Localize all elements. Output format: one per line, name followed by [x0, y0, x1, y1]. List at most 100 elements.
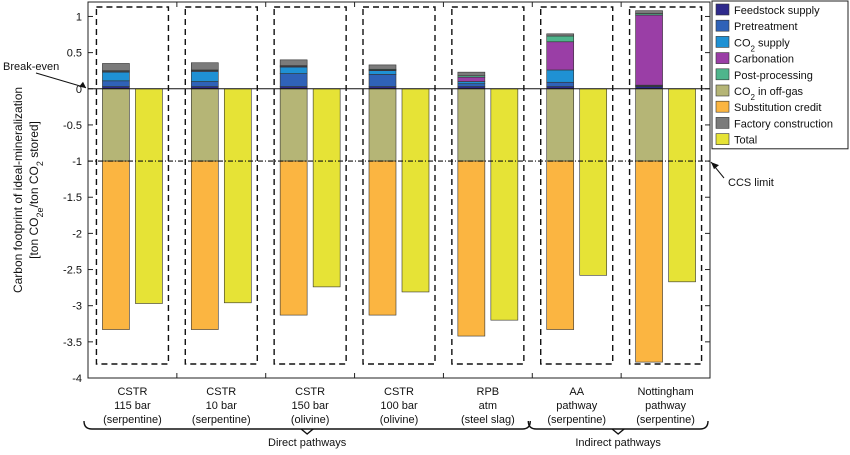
bar-segment-substitution: [457, 160, 486, 337]
category-label: pathway: [645, 400, 686, 412]
legend-swatch: [715, 84, 730, 97]
bar-segment-substitution: [368, 160, 397, 316]
y-tick-label: -1: [72, 156, 82, 168]
break-even-pointer: [35, 72, 87, 89]
category-label: (olivine): [291, 414, 330, 426]
bar-segment-substitution: [279, 160, 308, 316]
legend-label: Substitution credit: [734, 102, 821, 114]
bar-segment: [635, 10, 663, 14]
category-frame: [273, 6, 347, 365]
y-tick-label: -2.5: [63, 265, 82, 277]
bar-segment-offgas: [368, 88, 397, 162]
y-tick-label: -3: [72, 301, 82, 313]
break-even-arrowhead: [79, 81, 86, 88]
bar-segment: [457, 81, 486, 85]
y-tick-label: 1: [76, 11, 82, 23]
bar-segment-offgas: [190, 88, 219, 162]
bar-segment-substitution: [102, 160, 130, 330]
bar-segment: [279, 59, 308, 66]
bar-segment-offgas: [635, 88, 663, 162]
legend-swatch: [715, 3, 730, 16]
y-tick-label: -2: [72, 228, 82, 240]
bar-segment: [190, 62, 219, 71]
axes-layer: [35, 1, 725, 435]
bar-segment: [546, 35, 575, 43]
legend-label: Feedstock supply: [734, 5, 820, 17]
bar-segment: [279, 66, 308, 74]
legend-swatch: [715, 36, 730, 48]
ccs-limit-arrowhead: [711, 162, 719, 170]
bar-total: [490, 88, 519, 321]
bar-segment: [368, 64, 397, 70]
category-label: CSTR: [295, 386, 325, 398]
bar-segment: [368, 74, 397, 87]
bar-total: [579, 88, 608, 276]
bars-layer: [102, 10, 696, 363]
category-label: (steel slag): [461, 414, 515, 426]
legend-swatch: [715, 52, 730, 64]
legend-label: CO2 in off-gas: [734, 86, 804, 102]
legend-label: Total: [734, 135, 757, 147]
bar-segment: [546, 81, 575, 87]
category-frame: [628, 6, 703, 365]
legend-label: Factory construction: [734, 118, 833, 130]
legend-swatch: [715, 19, 730, 32]
dashed-frames-layer: [95, 6, 703, 365]
legend-label: CO2 supply: [734, 37, 790, 53]
group-bracket-tip: [611, 428, 625, 435]
category-frame: [540, 6, 614, 365]
legend-swatch: [715, 100, 730, 113]
category-label: (serpentine): [636, 414, 695, 426]
category-frame: [362, 6, 436, 365]
legend-swatch: [715, 68, 730, 81]
category-label: (olivine): [380, 414, 419, 426]
bar-segment: [546, 33, 575, 37]
bar-segment-offgas: [102, 88, 130, 162]
bar-total: [312, 88, 341, 288]
category-label: 115 bar: [114, 400, 151, 412]
category-label: CSTR: [206, 386, 236, 398]
bar-segment-substitution: [635, 160, 663, 363]
bar-segment: [102, 71, 130, 82]
bar-segment: [457, 71, 486, 77]
legend-label: Post-processing: [734, 70, 813, 82]
legend-label: Carbonation: [734, 54, 794, 66]
category-label: RPB: [477, 386, 500, 398]
bar-segment: [102, 63, 130, 71]
bar-total: [135, 88, 163, 304]
y-tick-label: -4: [72, 373, 82, 385]
bar-segment: [279, 73, 308, 87]
bar-segment-offgas: [457, 88, 486, 162]
break-even-label: Break-even: [3, 61, 59, 73]
category-frame: [95, 6, 170, 365]
bar-segment: [190, 71, 219, 82]
bar-segment: [368, 70, 397, 75]
bar-segment: [190, 81, 219, 87]
legend-box: [711, 0, 849, 150]
bar-segment-offgas: [546, 88, 575, 162]
labels-layer: 1 0.5 0 -0.5 -1 -1.5 -2 -2.5 -3 -3.5 -4 CSTR 115 bar…: [3, 11, 774, 449]
y-tick-label: -3.5: [63, 337, 82, 349]
bar-segment: [546, 69, 575, 83]
legend-swatch: [715, 133, 730, 145]
bar-segment: [457, 83, 486, 87]
category-label: AA: [569, 386, 584, 398]
category-label: 150 bar: [291, 400, 329, 412]
category-label: (serpentine): [103, 414, 162, 426]
category-label: (serpentine): [547, 414, 606, 426]
bar-total: [223, 88, 252, 304]
legend-swatch: [715, 117, 730, 129]
group-label: Direct pathways: [268, 437, 347, 449]
bar-segment-substitution: [546, 160, 575, 330]
category-frame: [451, 6, 525, 365]
y-axis-unit-label: [ton CO2e/ton CO2 stored]: [27, 121, 45, 259]
category-label: 10 bar: [206, 400, 238, 412]
category-label: (serpentine): [192, 414, 251, 426]
bar-segment-offgas: [279, 88, 308, 162]
legend: Feedstock supply Pretreatment CO2 supplyCa…: [711, 0, 849, 150]
bar-segment: [546, 41, 575, 71]
y-tick-label: -1.5: [63, 192, 82, 204]
category-label: pathway: [556, 400, 597, 412]
